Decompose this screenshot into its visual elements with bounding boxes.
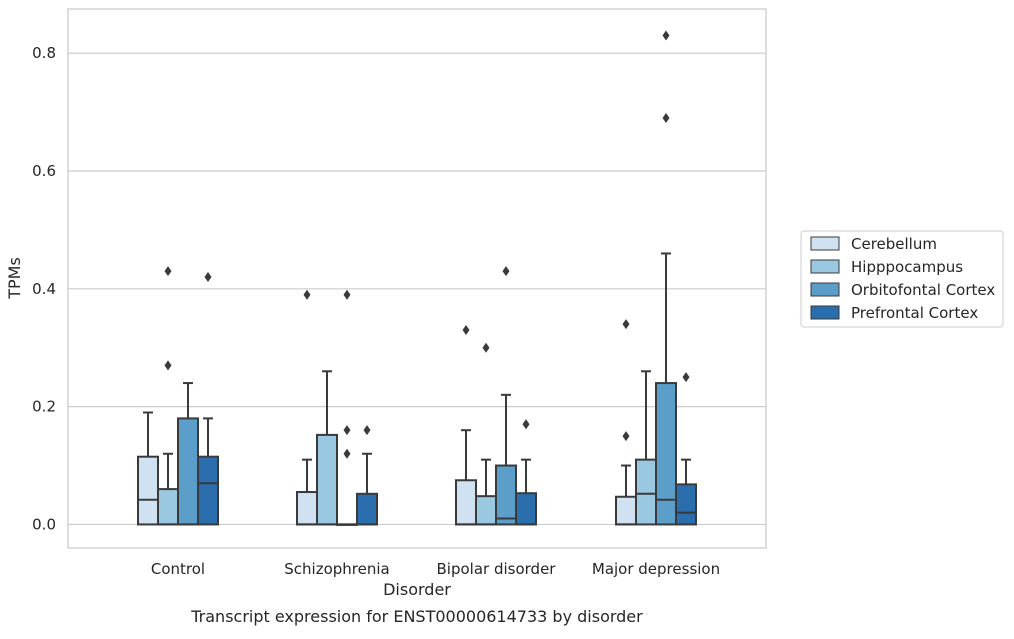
box xyxy=(675,483,697,526)
box xyxy=(157,488,179,526)
outlier-point xyxy=(303,289,311,300)
outlier-point xyxy=(662,112,670,123)
x-tick-label: Control xyxy=(151,560,205,578)
y-tick-label: 0.0 xyxy=(32,515,56,533)
box xyxy=(296,491,318,526)
box xyxy=(515,492,537,526)
y-tick-label: 0.8 xyxy=(32,44,56,62)
legend: Cerebellum Hipppocampus Orbitofontal Cor… xyxy=(800,230,1004,328)
legend-label-orbitofontal-cortex: Orbitofontal Cortex xyxy=(851,281,995,299)
y-tick-label: 0.2 xyxy=(32,398,56,416)
plot-frame xyxy=(67,8,767,549)
outlier-point xyxy=(164,360,172,371)
outlier-point xyxy=(363,425,371,436)
legend-swatch-hipppocampus xyxy=(810,259,840,274)
box xyxy=(316,433,338,526)
box xyxy=(177,417,199,526)
outlier-point xyxy=(482,342,490,353)
box xyxy=(655,382,677,526)
box xyxy=(475,495,497,526)
box xyxy=(197,455,219,526)
figure-caption: Transcript expression for ENST0000061473… xyxy=(190,607,643,626)
outlier-point xyxy=(662,30,670,41)
outlier-point xyxy=(622,319,630,330)
outlier-point xyxy=(164,266,172,277)
box xyxy=(356,492,378,526)
outlier-point xyxy=(343,289,351,300)
outlier-point xyxy=(522,419,530,430)
box xyxy=(615,495,637,526)
series-cerebellum xyxy=(137,289,637,526)
x-tick-label: Schizophrenia xyxy=(284,560,389,578)
legend-label-hipppocampus: Hipppocampus xyxy=(851,258,963,276)
x-axis-title: Disorder xyxy=(383,580,451,599)
outlier-point xyxy=(462,325,470,336)
outlier-point xyxy=(502,266,510,277)
box xyxy=(635,458,657,526)
outlier-point xyxy=(204,272,212,283)
series-hipppocampus xyxy=(157,266,657,526)
x-tick-label: Bipolar disorder xyxy=(437,560,557,578)
y-tick-label: 0.4 xyxy=(32,280,56,298)
series-orbitofontal-cortex xyxy=(177,30,677,526)
legend-label-cerebellum: Cerebellum xyxy=(851,235,937,253)
box xyxy=(455,479,477,526)
legend-swatch-prefrontal-cortex xyxy=(810,305,840,320)
series-prefrontal-cortex xyxy=(197,272,697,526)
legend-frame xyxy=(800,230,1004,328)
box-plot-layer xyxy=(137,30,697,526)
outlier-point xyxy=(682,372,690,383)
outlier-point xyxy=(622,431,630,442)
legend-label-prefrontal-cortex: Prefrontal Cortex xyxy=(851,304,978,322)
x-ticks: Control Schizophrenia Bipolar disorder Majo… xyxy=(151,560,720,578)
y-tick-label: 0.6 xyxy=(32,162,56,180)
legend-swatch-orbitofontal-cortex xyxy=(810,282,840,297)
box xyxy=(495,464,517,526)
legend-swatch-cerebellum xyxy=(810,236,840,251)
outlier-point xyxy=(343,448,351,459)
y-ticks: 0.0 0.2 0.4 0.6 0.8 xyxy=(32,44,56,533)
x-tick-label: Major depression xyxy=(592,560,720,578)
box xyxy=(137,455,159,526)
outlier-point xyxy=(343,425,351,436)
y-axis-title: TPMs xyxy=(5,257,24,300)
